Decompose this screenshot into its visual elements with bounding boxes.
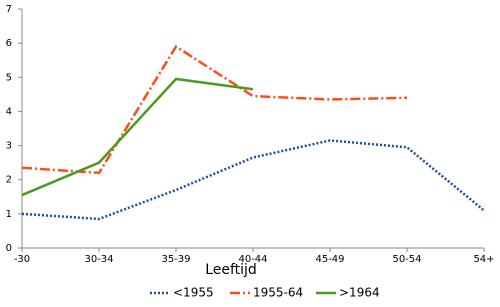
x-axis-label: Leeftijd [205, 262, 257, 278]
y-tick-label: 6 [6, 38, 12, 49]
y-tick-label: 7 [6, 4, 12, 15]
y-tick-label: 2 [6, 175, 12, 186]
series-line [21, 77, 254, 197]
x-tick-label: 45-49 [315, 254, 344, 265]
y-tick-label: 3 [6, 141, 12, 152]
x-tick-label: 30-34 [84, 254, 113, 265]
legend-label: 1955-64 [253, 286, 303, 300]
y-tick-label: 4 [6, 106, 12, 117]
legend-label: <1955 [173, 286, 214, 300]
x-tick-label: 40-44 [238, 254, 267, 265]
x-tick-label: 54+ [473, 254, 494, 265]
series-line [21, 44, 408, 175]
series-line [21, 139, 485, 221]
x-tick-label: -30 [14, 254, 30, 265]
y-tick-label: 1 [6, 209, 12, 220]
y-tick-label: 5 [6, 72, 12, 83]
legend-label: >1964 [339, 286, 380, 300]
x-tick-label: 50-54 [392, 254, 421, 265]
y-tick-label: 0 [6, 243, 12, 254]
x-tick-label: 35-39 [161, 254, 190, 265]
